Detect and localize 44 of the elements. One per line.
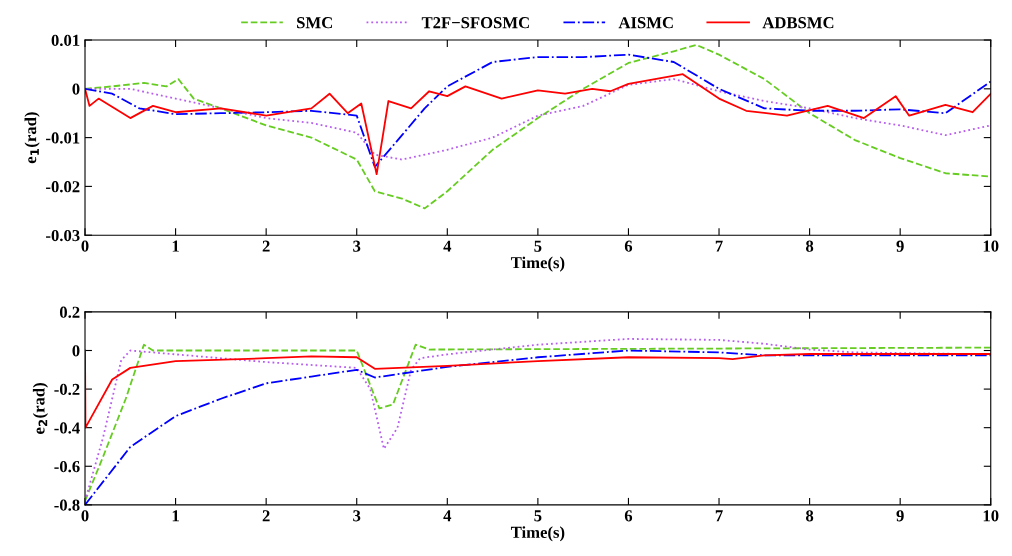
x-tick-label: 0	[81, 240, 89, 252]
y-tick-label: 0.2	[59, 306, 80, 318]
legend-label: AISMC	[618, 17, 673, 29]
line-series	[85, 53, 991, 168]
x-tick-label: 8	[805, 240, 814, 252]
y-axis-title: e$_{1}$(rad)	[24, 112, 40, 164]
legend-label: ADBSMC	[762, 17, 834, 29]
line-series	[85, 44, 991, 210]
y-tick-label: -0.01	[46, 132, 80, 144]
x-axis-title: Time(s)	[510, 256, 565, 272]
x-tick-label: 10	[983, 510, 999, 522]
x-tick-label: 9	[896, 240, 904, 252]
x-tick-label: 4	[443, 240, 452, 252]
x-tick-label: 7	[715, 510, 723, 522]
legend-label: SMC	[297, 17, 332, 29]
y-tick-label: -0.02	[46, 181, 80, 193]
y-tick-label: 0.01	[51, 34, 80, 47]
x-tick-label: 0	[81, 510, 89, 522]
x-tick-label: 7	[715, 240, 723, 252]
x-tick-label: 1	[172, 510, 179, 522]
x-tick-label: 5	[534, 240, 542, 252]
x-tick-label: 5	[534, 510, 542, 522]
y-tick-label: -0.6	[54, 460, 80, 473]
y-tick-label: 0	[72, 345, 80, 357]
y-tick-label: -0.8	[54, 499, 80, 511]
x-tick-label: 4	[443, 510, 452, 522]
y-tick-label: 0	[72, 83, 80, 95]
x-tick-label: 6	[624, 240, 633, 252]
x-tick-label: 3	[353, 240, 361, 252]
x-tick-label: 10	[983, 240, 999, 252]
x-tick-label: 1	[172, 240, 179, 252]
line-series	[85, 73, 991, 176]
x-axis-title: Time(s)	[510, 526, 565, 542]
y-axis-title: e$_{2}$(rad)	[32, 383, 48, 434]
y-tick-label: -0.03	[46, 229, 80, 242]
y-tick-label: -0.4	[54, 422, 80, 434]
x-tick-label: 2	[262, 240, 270, 252]
x-tick-label: 3	[353, 510, 361, 522]
x-tick-label: 2	[262, 510, 270, 522]
legend-label: T2F−SFOSMC	[421, 17, 529, 29]
x-tick-label: 8	[805, 510, 814, 522]
y-tick-label: -0.2	[54, 383, 80, 396]
x-tick-label: 9	[896, 510, 904, 522]
x-tick-label: 6	[624, 510, 633, 522]
